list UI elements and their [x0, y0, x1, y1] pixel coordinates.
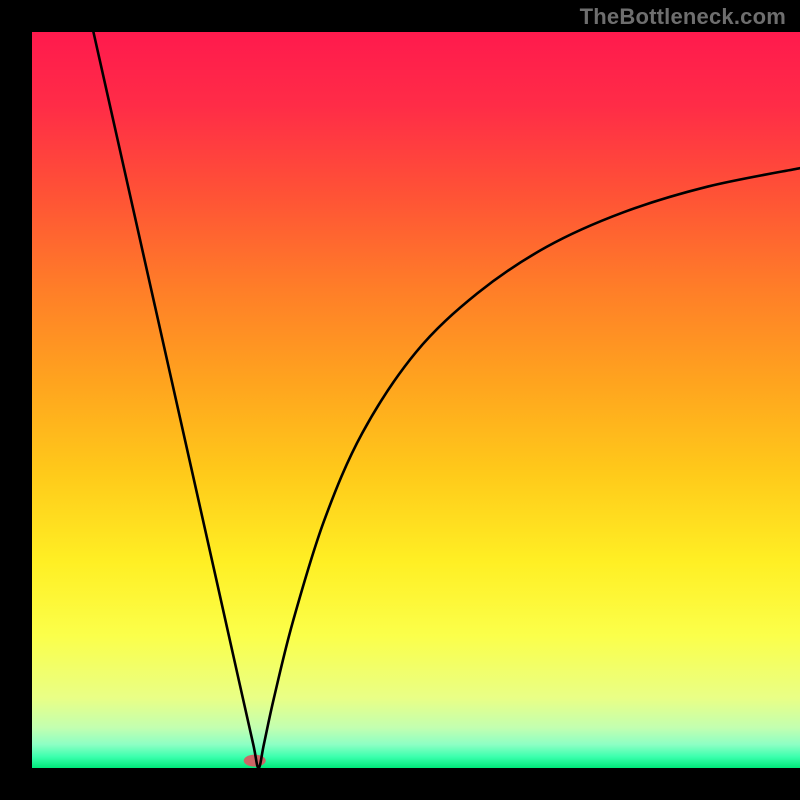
bottleneck-chart: [0, 0, 800, 800]
watermark-text: TheBottleneck.com: [580, 4, 786, 30]
plot-background: [32, 32, 800, 768]
